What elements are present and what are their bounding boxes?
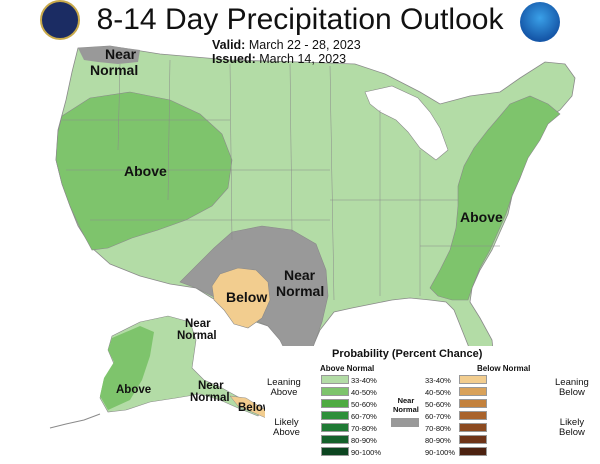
likely-above-line1: Likely xyxy=(274,417,299,428)
alaska-above-region xyxy=(100,326,154,410)
leaning-below-line1: Leaning xyxy=(555,377,589,388)
leaning-above-line2: Above xyxy=(270,387,298,399)
above-swatch-0 xyxy=(321,375,349,384)
below-swatch-3 xyxy=(459,411,487,420)
below-pct-label-2: 50-60% xyxy=(425,400,451,409)
likely-below-line1: Likely xyxy=(559,417,585,428)
legend-near-label: Near Normal xyxy=(393,396,419,414)
above-pct-label-3: 60-70% xyxy=(351,412,377,421)
ak-near-label-1: Near xyxy=(185,318,211,330)
issued-date-value: March 14, 2023 xyxy=(259,52,347,66)
ak-near2-label-1: Near xyxy=(198,380,224,392)
below-swatch-2 xyxy=(459,399,487,408)
above-swatch-4 xyxy=(321,423,349,432)
tx-below-label: Below xyxy=(226,289,268,305)
above-pct-label-1: 40-50% xyxy=(351,388,377,397)
likely-below-line2: Below xyxy=(559,427,585,439)
issued-date: Issued: March 14, 2023 xyxy=(212,52,346,66)
above-pct-label-2: 50-60% xyxy=(351,400,377,409)
above-swatch-2 xyxy=(321,399,349,408)
below-pct-label-4: 70-80% xyxy=(425,424,451,433)
above-pct-label-0: 33-40% xyxy=(351,376,377,385)
legend-title: Probability (Percent Chance) xyxy=(332,348,483,360)
below-swatch-5 xyxy=(459,435,487,444)
west-above-region xyxy=(55,91,233,251)
above-swatch-6 xyxy=(321,447,349,456)
page-title: 8-14 Day Precipitation Outlook xyxy=(96,3,504,36)
ak-above-label: Above xyxy=(116,384,152,396)
valid-date-range: March 22 - 28, 2023 xyxy=(248,38,361,52)
doc-seal-logo xyxy=(40,0,80,40)
below-pct-label-3: 60-70% xyxy=(425,412,451,421)
below-pct-label-6: 90-100% xyxy=(425,448,456,457)
east-above-label: Above xyxy=(460,209,503,225)
legend-near-normal-swatch xyxy=(391,418,419,427)
above-pct-label-6: 90-100% xyxy=(351,448,382,457)
valid-label: Valid: xyxy=(212,38,246,52)
leaning-below-line2: Below xyxy=(558,387,585,399)
above-swatch-1 xyxy=(321,387,349,396)
above-pct-label-4: 70-80% xyxy=(351,424,377,433)
west-above-label: Above xyxy=(124,163,167,179)
nw-normal-label: Normal xyxy=(90,62,139,78)
below-swatch-0 xyxy=(459,375,487,384)
below-swatch-4 xyxy=(459,423,487,432)
state-boundaries xyxy=(62,59,500,301)
aleutian-islands xyxy=(49,413,101,429)
ak-near-label-2: Normal xyxy=(177,330,217,342)
issued-label: Issued: xyxy=(212,52,256,66)
nw-near-label: Near xyxy=(105,46,137,62)
legend-leaning-below: Leaning Below xyxy=(555,377,589,399)
legend-near-line2: Normal xyxy=(393,405,419,414)
valid-dates: Valid: March 22 - 28, 2023 xyxy=(212,38,361,52)
tx-normal-label: Normal xyxy=(276,283,325,299)
legend-likely-below: Likely Below xyxy=(559,417,585,439)
ak-near2-label-2: Normal xyxy=(190,392,230,404)
tx-below-region xyxy=(211,267,271,329)
likely-above-line2: Above xyxy=(273,427,300,439)
below-pct-label-0: 33-40% xyxy=(425,376,451,385)
above-pct-label-5: 80-90% xyxy=(351,436,377,445)
below-pct-label-1: 40-50% xyxy=(425,388,451,397)
nw-near-normal-region xyxy=(78,46,140,64)
below-swatch-6 xyxy=(459,447,487,456)
east-above-region xyxy=(429,95,561,301)
tx-near-label: Near xyxy=(284,267,316,283)
legend-leaning-above: Leaning Above xyxy=(267,377,301,399)
legend-near-line1: Near xyxy=(397,396,415,405)
noaa-logo xyxy=(520,2,560,42)
ak-below-label: Below xyxy=(238,402,272,414)
legend-above-header: Above Normal xyxy=(320,364,375,373)
below-pct-label-5: 80-90% xyxy=(425,436,451,445)
legend-below-header: Below Normal xyxy=(477,364,531,373)
above-swatch-3 xyxy=(321,411,349,420)
legend-likely-above: Likely Above xyxy=(273,417,300,439)
probability-legend: Probability (Percent Chance) Above Norma… xyxy=(265,346,595,460)
above-swatch-5 xyxy=(321,435,349,444)
below-swatch-1 xyxy=(459,387,487,396)
leaning-above-line1: Leaning xyxy=(267,377,301,388)
